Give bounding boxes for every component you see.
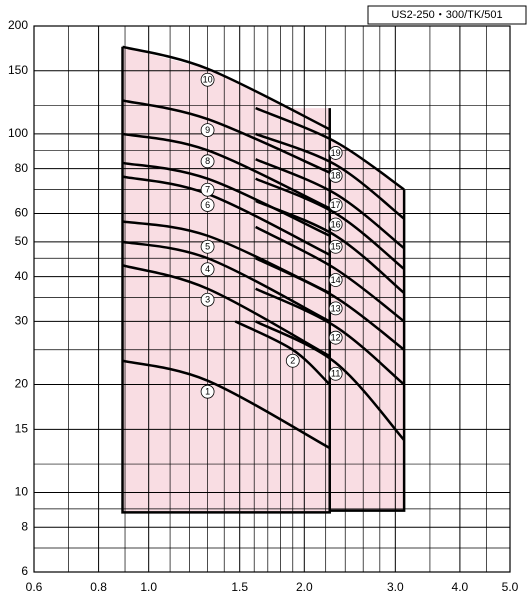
x-tick-label: 1.0 (140, 580, 157, 594)
curve-label: 8 (205, 156, 210, 166)
y-tick-label: 15 (15, 421, 29, 435)
x-tick-label: 1.5 (231, 580, 248, 594)
y-tick-label: 6 (21, 564, 28, 578)
curve-label-circle (200, 239, 215, 254)
y-tick-label: 200 (8, 18, 28, 32)
x-tick-label: 2.0 (296, 580, 313, 594)
y-tick-label: 10 (15, 485, 29, 499)
curve-label-circle (328, 168, 343, 183)
title-box (367, 5, 527, 25)
curve-label: 6 (205, 200, 210, 210)
curve-label: 3 (205, 295, 210, 305)
curve-label-circle (328, 273, 343, 287)
pump-curve (122, 264, 331, 358)
curve-label-circle (200, 198, 215, 212)
curve-label: 19 (331, 148, 341, 158)
pump-curve (122, 99, 331, 174)
y-tick-label: 150 (8, 63, 28, 77)
pump-curve (255, 132, 405, 220)
y-tick-label: 60 (15, 206, 29, 220)
curve-label-circle (200, 154, 215, 169)
plot-frame (33, 25, 511, 573)
curve-label: 10 (203, 75, 213, 85)
curve-label-circle (285, 353, 300, 368)
pump-curve (122, 132, 331, 210)
curve-label: 16 (331, 219, 341, 229)
curve-label: 13 (331, 303, 341, 313)
curve-label-circle (200, 292, 215, 307)
curve-label: 11 (331, 369, 340, 379)
curve-label-circle (328, 198, 343, 212)
pump-curve (122, 359, 331, 450)
curve-label: 17 (331, 200, 341, 210)
curve-label-circle (328, 330, 343, 345)
pump-curve (122, 161, 331, 237)
x-tick-label: 0.8 (90, 580, 107, 594)
curve-label: 12 (331, 333, 341, 343)
y-tick-label: 8 (21, 519, 28, 533)
curve-label-circle (328, 366, 343, 381)
y-tick-label: 80 (15, 161, 29, 175)
curve-label-circle (200, 72, 215, 87)
curve-label: 4 (205, 264, 210, 274)
curve-label: 18 (331, 171, 341, 181)
pump-curve (234, 320, 331, 386)
x-tick-label: 5.0 (502, 580, 519, 594)
operating-ranges (122, 46, 405, 513)
curve-label-circle (200, 182, 215, 197)
pump-curve (255, 107, 405, 191)
pump-curve (255, 158, 405, 250)
pump-curve (255, 320, 406, 441)
curve-label-circle (200, 262, 215, 277)
curve-label-circle (328, 301, 343, 316)
curve-label: 2 (290, 356, 295, 366)
curve-label: 14 (331, 275, 341, 285)
pump-curve (255, 177, 405, 270)
y-tick-label: 40 (15, 269, 29, 283)
curve-label: 5 (205, 242, 210, 252)
chart-title: US2-250・300/TK/501 (391, 9, 502, 21)
curve-label-circle (328, 239, 343, 254)
y-tick-label: 50 (15, 234, 29, 248)
x-tick-label: 4.0 (452, 580, 469, 594)
y-tick-label: 20 (15, 377, 29, 391)
y-tick-label: 100 (8, 126, 28, 140)
curve-label: 9 (205, 125, 210, 135)
pump-curve (122, 45, 331, 131)
curve-label: 15 (331, 242, 341, 252)
pump-curve (255, 287, 405, 386)
pump-curve (255, 225, 405, 323)
curve-label-circle (328, 217, 343, 232)
x-tick-label: 0.6 (26, 580, 43, 594)
pump-curve (255, 257, 405, 351)
curve-label-circle (200, 384, 215, 399)
pump-curve (255, 199, 405, 294)
operating-range (122, 46, 330, 513)
pump-curve (122, 240, 331, 323)
curve-label-circle (200, 123, 215, 137)
x-tick-label: 3.0 (387, 580, 404, 594)
y-tick-label: 30 (15, 314, 29, 328)
curve-label: 1 (205, 387, 210, 397)
curve-label: 7 (205, 185, 210, 195)
curve-label-circle (328, 146, 343, 160)
